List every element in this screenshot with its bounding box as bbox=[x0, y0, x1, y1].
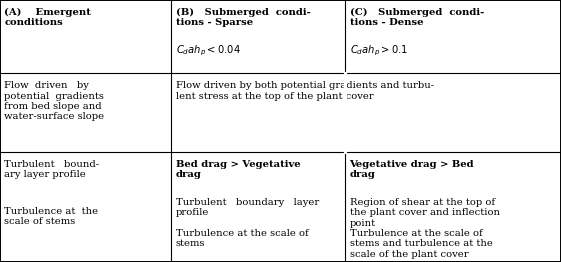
Text: Flow driven by both potential gradients and turbu-
lent stress at the top of the: Flow driven by both potential gradients … bbox=[176, 81, 434, 101]
Text: Bed drag > Vegetative
drag: Bed drag > Vegetative drag bbox=[176, 160, 300, 179]
Text: Region of shear at the top of
the plant cover and inflection
point
Turbulence at: Region of shear at the top of the plant … bbox=[350, 198, 499, 259]
Text: $C_d ah_p > 0.1$: $C_d ah_p > 0.1$ bbox=[350, 43, 408, 58]
Text: Flow  driven   by
potential  gradients
from bed slope and
water-surface slope: Flow driven by potential gradients from … bbox=[4, 81, 104, 121]
Text: Vegetative drag > Bed
drag: Vegetative drag > Bed drag bbox=[350, 160, 474, 179]
Text: $C_d ah_p < 0.04$: $C_d ah_p < 0.04$ bbox=[176, 43, 241, 58]
Text: Turbulent   bound-
ary layer profile: Turbulent bound- ary layer profile bbox=[4, 160, 100, 179]
Text: (B)   Submerged  condi-
tions - Sparse: (B) Submerged condi- tions - Sparse bbox=[176, 8, 310, 28]
Text: (A)    Emergent
conditions: (A) Emergent conditions bbox=[4, 8, 91, 28]
Text: Turbulent   boundary   layer
profile

Turbulence at the scale of
stems: Turbulent boundary layer profile Turbule… bbox=[176, 198, 319, 248]
Text: (C)   Submerged  condi-
tions - Dense: (C) Submerged condi- tions - Dense bbox=[350, 8, 484, 28]
Text: Turbulence at  the
scale of stems: Turbulence at the scale of stems bbox=[4, 207, 99, 226]
